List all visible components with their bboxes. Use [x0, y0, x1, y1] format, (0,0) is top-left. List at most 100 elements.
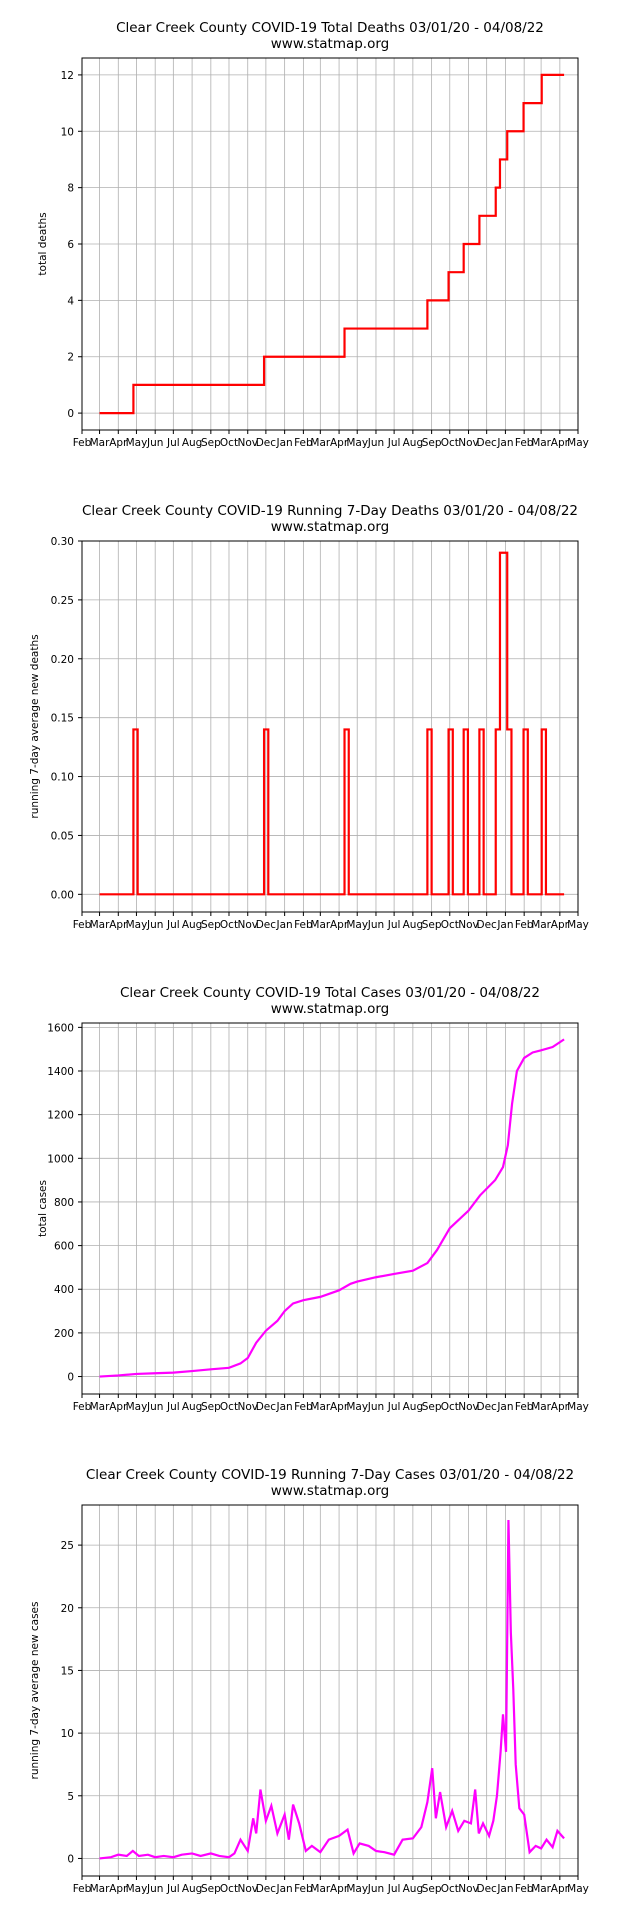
x-tick-label: May [346, 437, 368, 449]
x-tick-label: Apr [330, 1883, 349, 1895]
plot-frame [81, 540, 579, 913]
x-tick-label: Aug [403, 919, 424, 931]
x-tick-label: Jan [276, 1883, 293, 1895]
y-tick-label: 8 [67, 183, 74, 195]
y-tick-label: 20 [61, 1603, 74, 1615]
x-tick-label: Mar [531, 1401, 551, 1413]
x-tick-label: Oct [441, 919, 459, 931]
x-tick-label: Jan [276, 919, 293, 931]
x-tick-label: May [126, 437, 148, 449]
chart-panel-2: Clear Creek County COVID-19 Running 7-Da… [29, 503, 589, 931]
y-tick-label: 0 [67, 1372, 74, 1384]
x-tick-label: Oct [220, 437, 238, 449]
y-tick-label: 0 [67, 1853, 74, 1865]
x-tick-label: Aug [403, 1883, 424, 1895]
x-tick-label: Mar [310, 1401, 330, 1413]
x-tick-label: Sep [201, 437, 221, 449]
y-tick-label: 0.10 [51, 772, 74, 784]
x-tick-label: Oct [441, 1883, 459, 1895]
y-tick-label: 0.30 [51, 536, 74, 548]
x-tick-label: May [567, 437, 589, 449]
x-tick-label: Nov [237, 1401, 258, 1413]
x-tick-label: Dec [476, 1883, 497, 1895]
x-tick-label: Aug [182, 919, 203, 931]
x-tick-label: May [567, 1883, 589, 1895]
x-tick-label: Nov [458, 1883, 479, 1895]
x-tick-label: Apr [551, 919, 570, 931]
y-axis-label: running 7-day average new cases [29, 1602, 41, 1780]
x-tick-label: Apr [330, 1401, 349, 1413]
x-tick-label: Feb [294, 437, 313, 449]
y-tick-label: 1200 [47, 1110, 74, 1122]
x-tick-label: Apr [109, 1883, 128, 1895]
x-tick-label: Jun [146, 1401, 163, 1413]
x-tick-label: Feb [73, 919, 92, 931]
x-tick-label: Aug [182, 437, 203, 449]
x-tick-label: Sep [422, 919, 442, 931]
x-tick-label: Sep [422, 437, 442, 449]
x-tick-label: Feb [515, 919, 534, 931]
y-tick-label: 200 [54, 1328, 74, 1340]
x-tick-label: Nov [237, 437, 258, 449]
x-tick-label: May [346, 1883, 368, 1895]
series-line [99, 1038, 565, 1378]
x-tick-label: Apr [551, 437, 570, 449]
x-tick-label: Mar [90, 919, 110, 931]
chart-title: Clear Creek County COVID-19 Running 7-Da… [82, 503, 578, 519]
x-tick-label: Aug [182, 1883, 203, 1895]
x-tick-label: Jan [276, 437, 293, 449]
x-tick-label: Jun [367, 919, 384, 931]
x-tick-label: May [126, 1883, 148, 1895]
y-tick-label: 0 [67, 408, 74, 420]
x-tick-label: Sep [201, 1401, 221, 1413]
x-tick-label: Mar [531, 1883, 551, 1895]
x-tick-label: Sep [422, 1401, 442, 1413]
x-tick-label: May [567, 919, 589, 931]
x-tick-label: Jun [146, 1883, 163, 1895]
x-tick-label: Feb [73, 1401, 92, 1413]
x-tick-label: Sep [201, 1883, 221, 1895]
x-tick-label: Jan [496, 919, 513, 931]
x-tick-label: Nov [237, 1883, 258, 1895]
x-tick-label: Mar [90, 1883, 110, 1895]
x-tick-label: Apr [109, 1401, 128, 1413]
x-tick-label: Jul [166, 1401, 180, 1413]
y-tick-label: 2 [67, 352, 74, 364]
x-tick-label: Mar [531, 437, 551, 449]
x-tick-label: Apr [109, 437, 128, 449]
x-tick-label: Aug [403, 437, 424, 449]
x-tick-label: Mar [531, 919, 551, 931]
x-tick-label: Jan [276, 1401, 293, 1413]
x-tick-label: Nov [458, 437, 479, 449]
x-tick-label: Aug [403, 1401, 424, 1413]
x-tick-label: Dec [256, 1401, 277, 1413]
x-tick-label: May [126, 919, 148, 931]
x-tick-label: Jun [367, 437, 384, 449]
x-tick-label: Apr [551, 1401, 570, 1413]
y-axis-label: running 7-day average new deaths [29, 634, 41, 818]
x-tick-label: Feb [515, 1401, 534, 1413]
x-tick-label: Mar [310, 919, 330, 931]
x-tick-label: Jun [367, 1883, 384, 1895]
series-line [99, 1520, 565, 1860]
y-tick-label: 800 [54, 1197, 74, 1209]
x-tick-label: Jan [496, 437, 513, 449]
y-tick-label: 5 [67, 1791, 74, 1803]
x-tick-label: Mar [310, 1883, 330, 1895]
x-tick-label: Apr [330, 919, 349, 931]
series-line [99, 551, 565, 896]
chart-panel-4: Clear Creek County COVID-19 Running 7-Da… [29, 1467, 589, 1895]
x-tick-label: Oct [441, 1401, 459, 1413]
x-tick-label: Apr [330, 437, 349, 449]
chart-subtitle: www.statmap.org [271, 1001, 390, 1017]
chart-panel-1: Clear Creek County COVID-19 Total Deaths… [37, 20, 589, 449]
x-tick-label: Jan [496, 1401, 513, 1413]
y-tick-label: 15 [61, 1665, 74, 1677]
x-tick-label: Dec [256, 437, 277, 449]
x-tick-label: Apr [551, 1883, 570, 1895]
x-tick-label: Jun [146, 437, 163, 449]
x-tick-label: Nov [458, 1401, 479, 1413]
y-tick-label: 25 [61, 1540, 74, 1552]
x-tick-label: Jul [166, 1883, 180, 1895]
